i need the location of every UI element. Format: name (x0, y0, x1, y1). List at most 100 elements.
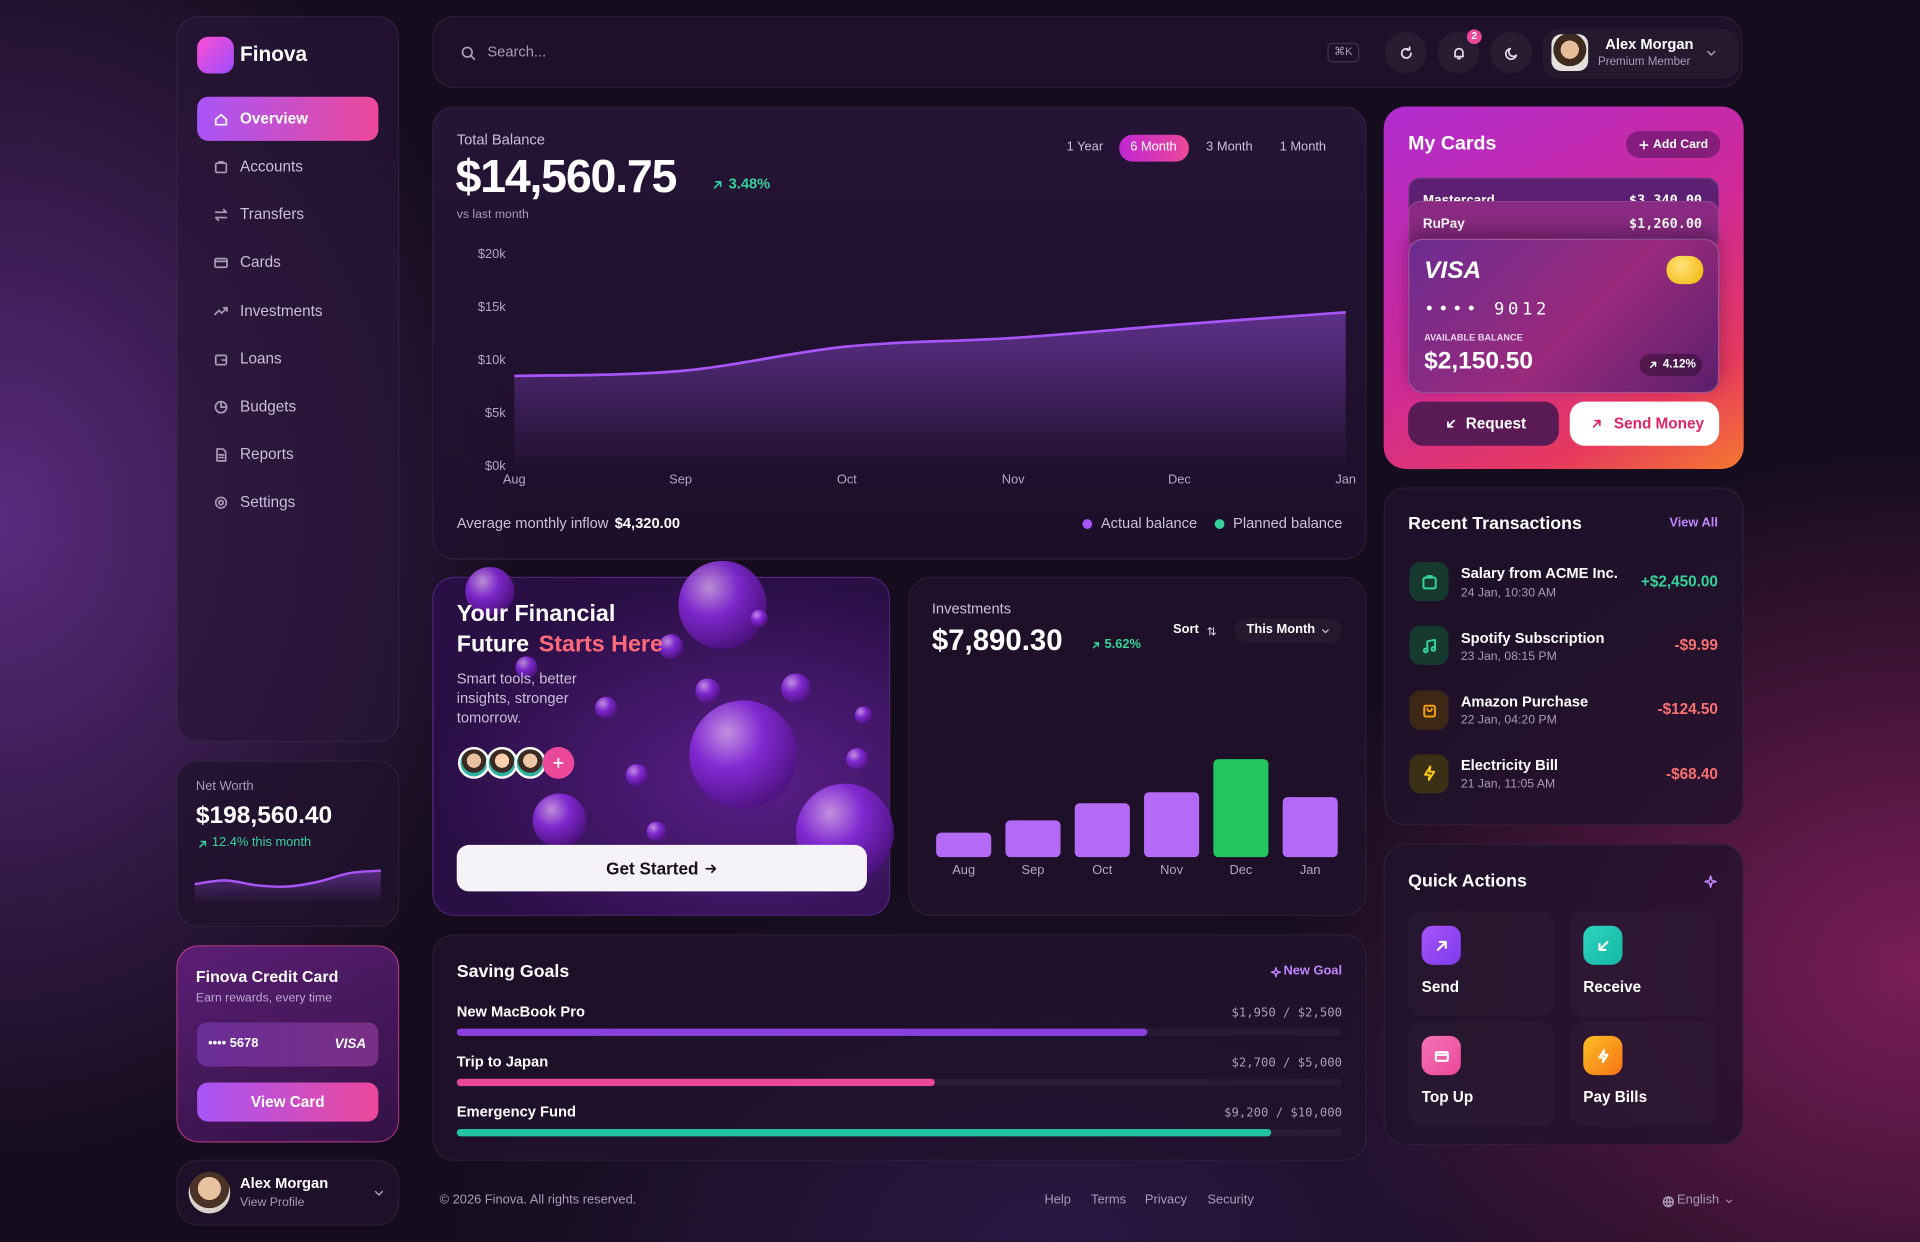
transaction-name: Spotify Subscription (1460, 628, 1605, 646)
transaction-icon (1420, 765, 1438, 783)
icon-part (1726, 1199, 1732, 1203)
icon-part (217, 160, 224, 164)
icon-button[interactable] (1384, 31, 1427, 74)
language-select[interactable]: English (1676, 1192, 1720, 1208)
transaction-amount: -$124.50 (1657, 700, 1718, 719)
inflow-value: $4,320.00 (614, 514, 681, 532)
nav-item[interactable]: Settings (240, 494, 296, 512)
icon-part (213, 257, 228, 269)
sparkle-icon (1270, 966, 1282, 978)
icon-part (1436, 940, 1447, 951)
arrow-right (703, 861, 716, 874)
card-change: 4.12% (1662, 357, 1696, 371)
quick-action-label: Send (1421, 978, 1460, 996)
icon-part (213, 307, 228, 316)
nav-item[interactable]: Investments (240, 302, 323, 320)
icon-part (1434, 1050, 1449, 1062)
nav-item[interactable]: Reports (240, 446, 294, 464)
transaction-name: Amazon Purchase (1460, 692, 1589, 710)
card-chip (1666, 255, 1704, 285)
net-worth-value: $198,560.40 (195, 802, 333, 829)
search-input[interactable]: Search... (487, 43, 547, 61)
transaction-icon-bg (1409, 754, 1449, 794)
icon-part (1453, 47, 1464, 59)
icon-part (553, 757, 564, 768)
icon-part (1400, 45, 1412, 59)
icon-part (469, 54, 475, 60)
icon-part (213, 400, 227, 414)
goal-amount: $9,200 / $10,000 (1224, 1106, 1343, 1120)
nav-item[interactable]: Budgets (240, 398, 297, 416)
notification-badge (1466, 29, 1482, 45)
icon-part (217, 453, 224, 459)
icon-part (1092, 642, 1100, 649)
bubble (646, 821, 667, 842)
icon-part (1662, 1195, 1674, 1207)
plus-icon (1638, 139, 1649, 150)
icon-part (213, 307, 228, 316)
up-arrow (711, 179, 723, 191)
new-goal-link[interactable]: New Goal (1283, 963, 1343, 979)
sparkle-icon (1703, 874, 1718, 889)
icon-button[interactable] (1490, 31, 1532, 74)
icon-part (1423, 765, 1435, 782)
profile-link[interactable]: View Profile (240, 1195, 305, 1210)
footer-link[interactable]: Terms (1091, 1192, 1127, 1208)
icon-part (198, 840, 206, 848)
shortcut-box (1327, 42, 1360, 63)
goal-amount: $1,950 / $2,500 (1231, 1005, 1343, 1020)
send-money-button[interactable] (1569, 401, 1720, 446)
icon-part (215, 447, 226, 462)
sort-label[interactable]: Sort (1173, 622, 1199, 637)
get-started-button[interactable] (456, 844, 867, 892)
range-option[interactable]: 3 Month (1206, 139, 1253, 155)
icon-part (1422, 704, 1436, 718)
range-option[interactable]: 1 Year (1066, 139, 1104, 155)
footer-link[interactable]: Help (1044, 1192, 1071, 1208)
footer-link[interactable]: Privacy (1144, 1192, 1188, 1208)
nav-item[interactable]: Cards (240, 254, 281, 272)
bubble (854, 706, 872, 724)
quick-actions-panel (1383, 843, 1744, 1145)
range-option[interactable]: 6 Month (1130, 139, 1177, 155)
icon-part (1270, 966, 1282, 978)
nav-item[interactable]: Loans (240, 350, 282, 368)
icon-part (1422, 638, 1436, 654)
plus-icon (552, 757, 564, 769)
view-card-button[interactable] (197, 1082, 379, 1122)
transaction-icon (1420, 572, 1438, 590)
icon-part (217, 499, 224, 506)
icon-part (1704, 875, 1717, 888)
nav-item[interactable]: Transfers (240, 206, 305, 224)
goal-amount: $2,700 / $5,000 (1231, 1056, 1343, 1070)
icon-part (214, 113, 227, 125)
investments-panel (908, 576, 1367, 916)
promo-title: Your Financial (456, 600, 616, 627)
request-icon (1445, 418, 1457, 430)
icon-part (713, 181, 722, 189)
footer-link[interactable]: Security (1207, 1192, 1254, 1208)
profile-avatar (188, 1171, 231, 1214)
icon-part (1321, 628, 1329, 633)
quick-action-label: Top Up (1421, 1088, 1474, 1106)
credit-card-chip (197, 1022, 379, 1067)
icon-part (1662, 1195, 1674, 1207)
icon-part (214, 353, 227, 365)
icon-part (1597, 1048, 1608, 1063)
nav-icon (212, 303, 228, 319)
card-balance: $2,150.50 (1424, 347, 1534, 375)
refresh-icon (1398, 45, 1414, 61)
range-option[interactable]: 1 Month (1279, 139, 1327, 155)
search-icon (460, 45, 476, 61)
view-all-link[interactable]: View All (1669, 515, 1718, 531)
goals-panel (432, 934, 1367, 1161)
nav-item[interactable]: Overview (240, 110, 309, 128)
icon-part (1422, 704, 1436, 718)
period-label: This Month (1246, 622, 1316, 637)
quick-action-icon-bg (1421, 1035, 1461, 1076)
nav-item[interactable]: Accounts (240, 158, 303, 176)
request-button[interactable] (1408, 401, 1559, 446)
icon-part (1504, 47, 1517, 60)
bell-icon (1450, 45, 1466, 61)
top-bar (432, 15, 1743, 89)
